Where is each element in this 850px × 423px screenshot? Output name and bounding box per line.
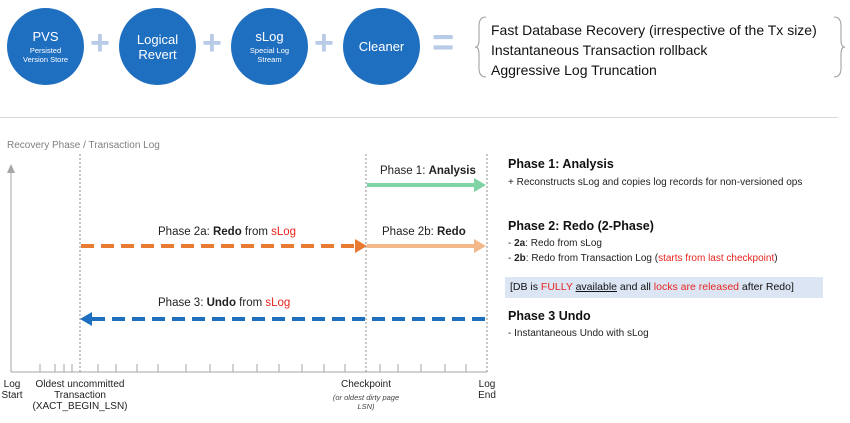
phase2b-desc-red: starts from last checkpoint	[658, 253, 775, 264]
outcome-brace-right	[833, 16, 846, 78]
phase2a-label: Phase 2a: Redo from sLog	[158, 226, 296, 238]
checkpoint-note-line1: (or oldest dirty page	[332, 393, 400, 402]
note-locks-released: locks are released	[653, 281, 740, 293]
slog-subtitle: Special Log Stream	[249, 46, 290, 64]
equals-sign: =	[432, 22, 455, 64]
phase2a-desc-prefix: -	[508, 238, 515, 249]
phase1-description: + Reconstructs sLog and copies log recor…	[508, 177, 803, 188]
phase3-heading: Phase 3 Undo	[508, 309, 591, 323]
pvs-circle: PVS Persisted Version Store	[7, 8, 84, 85]
analysis-arrow-head	[474, 178, 486, 192]
logical-revert-title: Logical Revert	[136, 31, 179, 62]
phase3-label-mid: from	[235, 297, 266, 309]
note-fully: FULLY	[540, 281, 573, 293]
undo-arrow-head	[80, 312, 92, 326]
x-axis-ticks	[39, 364, 467, 372]
plus-sign-2: +	[202, 24, 222, 62]
availability-note: [DB is FULLY available and all locks are…	[510, 281, 794, 293]
phase2a-desc-bold: 2a	[514, 238, 526, 249]
phase2a-desc-text: : Redo from sLog	[525, 238, 602, 249]
phase2a-label-mid: from	[241, 226, 272, 238]
log-start-line1: Log	[3, 379, 21, 390]
slog-title: sLog	[255, 29, 284, 44]
phase1-label-prefix: Phase 1:	[380, 165, 429, 177]
phase2b-desc-end: )	[774, 253, 778, 264]
oldest-tx-line1: Oldest uncommitted	[35, 379, 125, 390]
phase2-heading: Phase 2: Redo (2-Phase)	[508, 219, 654, 233]
log-end-label: Log End	[475, 379, 499, 401]
phase1-label-bold: Analysis	[428, 165, 476, 177]
outcome-log-truncation: Aggressive Log Truncation	[491, 62, 657, 78]
checkpoint-note-line2: LSN)	[357, 402, 375, 411]
pvs-subtitle: Persisted Version Store	[22, 46, 69, 64]
slog-circle: sLog Special Log Stream	[231, 8, 308, 85]
section-title: Recovery Phase / Transaction Log	[7, 140, 160, 151]
plus-sign-3: +	[314, 24, 334, 62]
phase3-label: Phase 3: Undo from sLog	[158, 297, 290, 309]
note-available: available	[575, 281, 618, 293]
phase2a-label-bold: Redo	[212, 226, 242, 238]
phase2b-desc-bold: 2b	[514, 253, 526, 264]
phase2a-label-red: sLog	[271, 226, 297, 238]
phase2b-desc-text: : Redo from Transaction Log (	[525, 253, 659, 264]
plus-sign-1: +	[90, 24, 110, 62]
phase2b-desc-prefix: -	[508, 253, 515, 264]
availability-note-box	[505, 277, 823, 298]
redo-slog-arrow-head	[355, 239, 367, 253]
outcome-instant-rollback: Instantaneous Transaction rollback	[491, 42, 708, 58]
oldest-tx-line3: (XACT_BEGIN_LSN)	[32, 401, 128, 412]
phase2b-label-bold: Redo	[436, 226, 466, 238]
cleaner-circle: Cleaner	[343, 8, 420, 85]
pvs-title: PVS	[32, 29, 59, 44]
outcome-fast-recovery: Fast Database Recovery (irrespective of …	[491, 22, 817, 38]
log-start-label: Log Start	[0, 379, 24, 401]
phase3-label-red: sLog	[265, 297, 291, 309]
log-end-line2: End	[478, 390, 496, 401]
phase2b-label: Phase 2b: Redo	[382, 226, 466, 238]
note-t1: [DB is	[510, 281, 541, 293]
checkpoint-label: Checkpoint	[340, 379, 392, 390]
checkpoint-note: (or oldest dirty page LSN)	[321, 393, 411, 411]
y-axis-arrowhead	[7, 164, 15, 173]
phase3-description: - Instantaneous Undo with sLog	[508, 328, 649, 339]
log-start-line2: Start	[1, 390, 23, 401]
logical-revert-circle: Logical Revert	[119, 8, 196, 85]
phase3-label-bold: Undo	[206, 297, 236, 309]
phase1-label: Phase 1: Analysis	[380, 165, 476, 177]
outcome-brace-left	[474, 16, 487, 78]
note-t7: after Redo]	[739, 281, 794, 293]
cleaner-title: Cleaner	[358, 39, 405, 54]
oldest-tx-label: Oldest uncommitted Transaction (XACT_BEG…	[30, 379, 130, 412]
phase2b-label-prefix: Phase 2b:	[382, 226, 437, 238]
oldest-tx-line2: Transaction	[54, 390, 106, 401]
section-divider	[0, 117, 838, 118]
note-t5: and all	[617, 281, 654, 293]
phase2a-label-prefix: Phase 2a:	[158, 226, 213, 238]
redo-log-arrow-head	[474, 239, 486, 253]
phase3-label-prefix: Phase 3:	[158, 297, 207, 309]
phase1-heading: Phase 1: Analysis	[508, 157, 614, 171]
phase2a-description: - 2a: Redo from sLog	[508, 238, 602, 249]
phase2b-description: - 2b: Redo from Transaction Log (starts …	[508, 253, 778, 264]
timeline-diagram	[7, 154, 488, 373]
log-end-line1: Log	[478, 379, 496, 390]
